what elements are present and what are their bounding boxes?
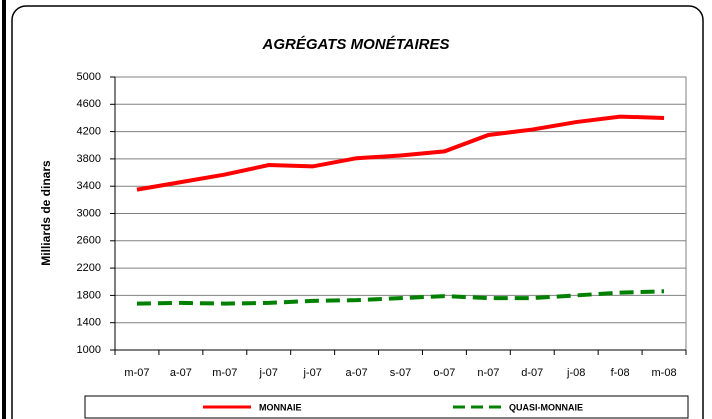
- y-tick-label: 1000: [77, 344, 101, 356]
- frame-edge: [2, 0, 6, 419]
- y-tick-label: 1400: [77, 317, 101, 329]
- x-tick-label: o-07: [433, 367, 455, 379]
- series-line: [136, 114, 665, 192]
- x-tick-label: a-07: [170, 367, 192, 379]
- legend-label: QUASI-MONNAIE: [509, 402, 583, 412]
- y-tick-label: 4600: [77, 98, 101, 110]
- y-axis-label: Milliards de dinars: [39, 160, 53, 266]
- x-tick-label: j-07: [302, 367, 321, 379]
- y-tick-label: 3800: [77, 153, 101, 165]
- x-tick-label: d-07: [521, 367, 543, 379]
- x-tick-label: m-08: [652, 367, 677, 379]
- chart-title: AGRÉGATS MONÉTAIRES: [262, 36, 450, 53]
- series-line: [136, 289, 665, 306]
- x-tick-label: j-08: [566, 367, 585, 379]
- y-tick-label: 3000: [77, 207, 101, 219]
- y-tick-label: 2200: [77, 262, 101, 274]
- x-tick-label: j-07: [259, 367, 278, 379]
- x-tick-label: m-07: [124, 367, 149, 379]
- x-tick-label: n-07: [477, 367, 499, 379]
- x-tick-label: f-08: [611, 367, 630, 379]
- y-tick-label: 3400: [77, 180, 101, 192]
- y-tick-label: 5000: [77, 71, 101, 83]
- legend-box: [84, 395, 689, 419]
- y-tick-label: 4200: [77, 126, 101, 138]
- y-tick-label: 1800: [77, 289, 101, 301]
- x-tick-label: s-07: [390, 367, 411, 379]
- x-tick-label: m-07: [212, 367, 237, 379]
- x-tick-label: a-07: [346, 367, 368, 379]
- legend-label: MONNAIE: [259, 402, 302, 412]
- y-tick-label: 2600: [77, 235, 101, 247]
